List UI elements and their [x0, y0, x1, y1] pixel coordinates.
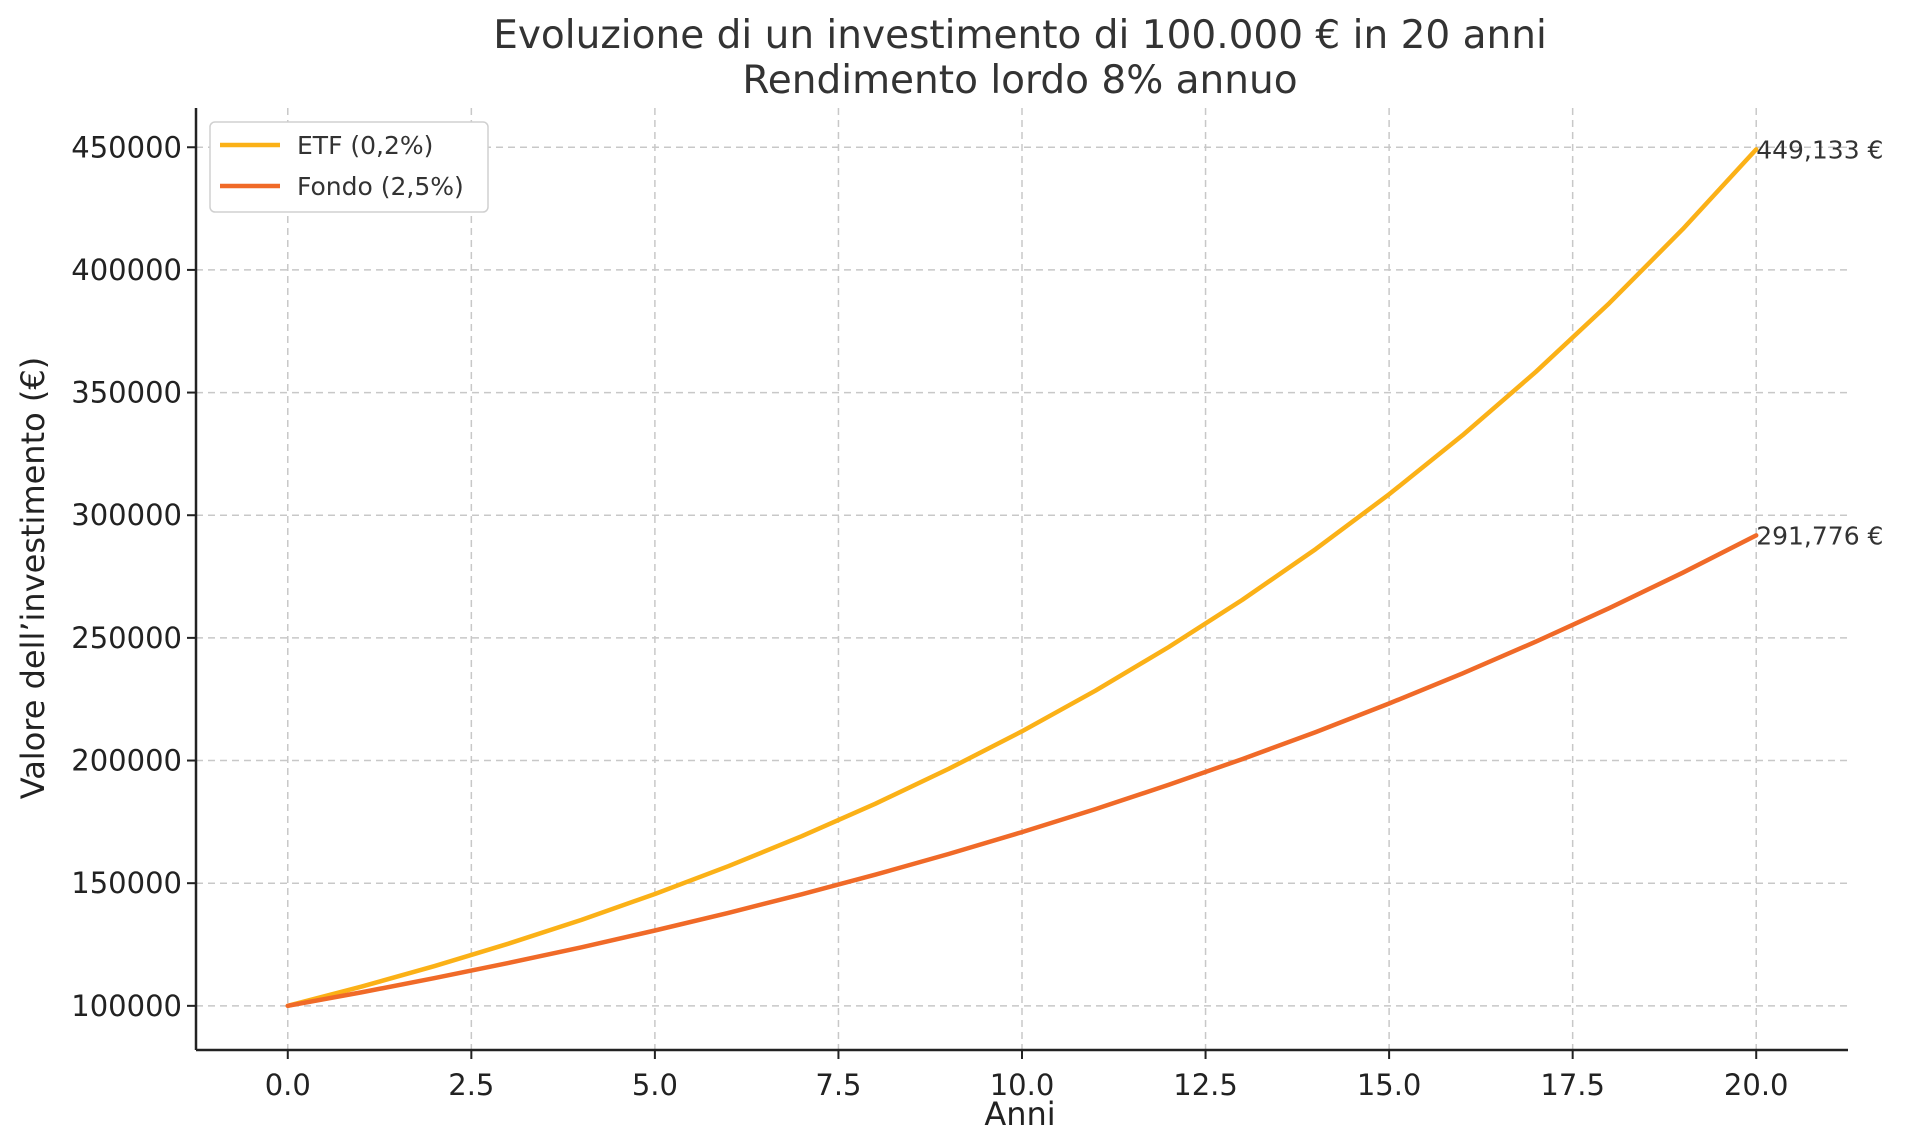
chart-subtitle: Rendimento lordo 8% annuo — [742, 58, 1297, 103]
y-tick-label: 400000 — [71, 253, 182, 287]
legend-label-etf: ETF (0,2%) — [297, 131, 433, 160]
y-tick-label: 200000 — [71, 744, 182, 778]
y-tick-label: 300000 — [71, 498, 182, 532]
axis-ticks: 0.0 2.5 5.0 7.5 10.0 12.5 15.0 17.5 20.0 100000 15… — [71, 130, 1788, 1102]
x-tick-label: 10.0 — [990, 1068, 1055, 1102]
series-line-1 — [285, 533, 1759, 1009]
y-tick-label: 250000 — [71, 621, 182, 655]
x-tick-label: 0.0 — [265, 1068, 311, 1102]
y-tick-label: 350000 — [71, 376, 182, 410]
y-tick-label: 100000 — [71, 989, 182, 1023]
x-tick-label: 20.0 — [1724, 1068, 1789, 1102]
end-value-label-1: 291,776 € — [1756, 521, 1883, 550]
x-tick-label: 2.5 — [448, 1068, 494, 1102]
series-line-0 — [285, 147, 1759, 1009]
x-tick-label: 17.5 — [1540, 1068, 1605, 1102]
chart-title: Evoluzione di un investimento di 100.000… — [493, 13, 1547, 58]
series-lines — [285, 147, 1759, 1009]
x-tick-label: 5.0 — [632, 1068, 678, 1102]
x-tick-label: 12.5 — [1173, 1068, 1238, 1102]
legend-label-fondo: Fondo (2,5%) — [297, 172, 464, 201]
y-tick-label: 450000 — [71, 130, 182, 164]
grid — [196, 108, 1848, 1050]
y-axis-label: Valore dell’investimento (€) — [14, 357, 52, 799]
y-tick-label: 150000 — [71, 866, 182, 900]
end-labels: 449,133 € 291,776 € — [1756, 135, 1883, 550]
legend: ETF (0,2%) Fondo (2,5%) — [209, 121, 489, 213]
x-axis-label: Anni — [984, 1095, 1055, 1133]
x-tick-label: 15.0 — [1357, 1068, 1422, 1102]
x-tick-label: 7.5 — [815, 1068, 861, 1102]
end-value-label-0: 449,133 € — [1756, 135, 1883, 164]
